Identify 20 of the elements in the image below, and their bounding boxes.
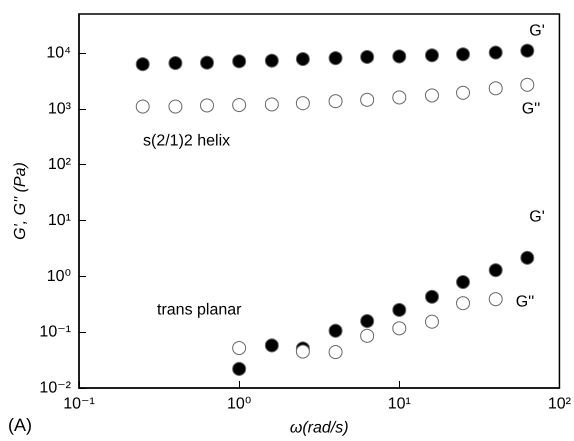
x-tick-label: 10²: [548, 396, 572, 412]
x-axis-title: ω(rad/s): [290, 420, 349, 436]
annotation: G': [529, 208, 545, 226]
annotation: trans planar: [157, 302, 242, 318]
y-tick-label: 10³: [48, 100, 72, 118]
x-tick-label: 10¹: [388, 396, 411, 412]
y-tick-label: 10⁰: [46, 268, 71, 285]
text: (A): [8, 415, 32, 435]
x-tick-label: 10⁰: [227, 396, 252, 412]
y-tick-label: 10¹: [48, 212, 71, 230]
annotation: s(2/1)2 helix: [143, 132, 230, 150]
x-tick-label: 10⁻¹: [63, 396, 95, 412]
y-tick-label: 10⁴: [46, 44, 72, 62]
y-tick-label: 10²: [48, 156, 72, 174]
y-axis-title: G', G'' (Pa): [12, 162, 30, 240]
annotation: G'': [522, 100, 540, 118]
y-tick-label: 10⁻²: [39, 380, 72, 396]
annotation: G'': [516, 294, 534, 310]
y-tick-label: 10⁻¹: [39, 324, 71, 341]
annotation: G': [529, 22, 545, 40]
